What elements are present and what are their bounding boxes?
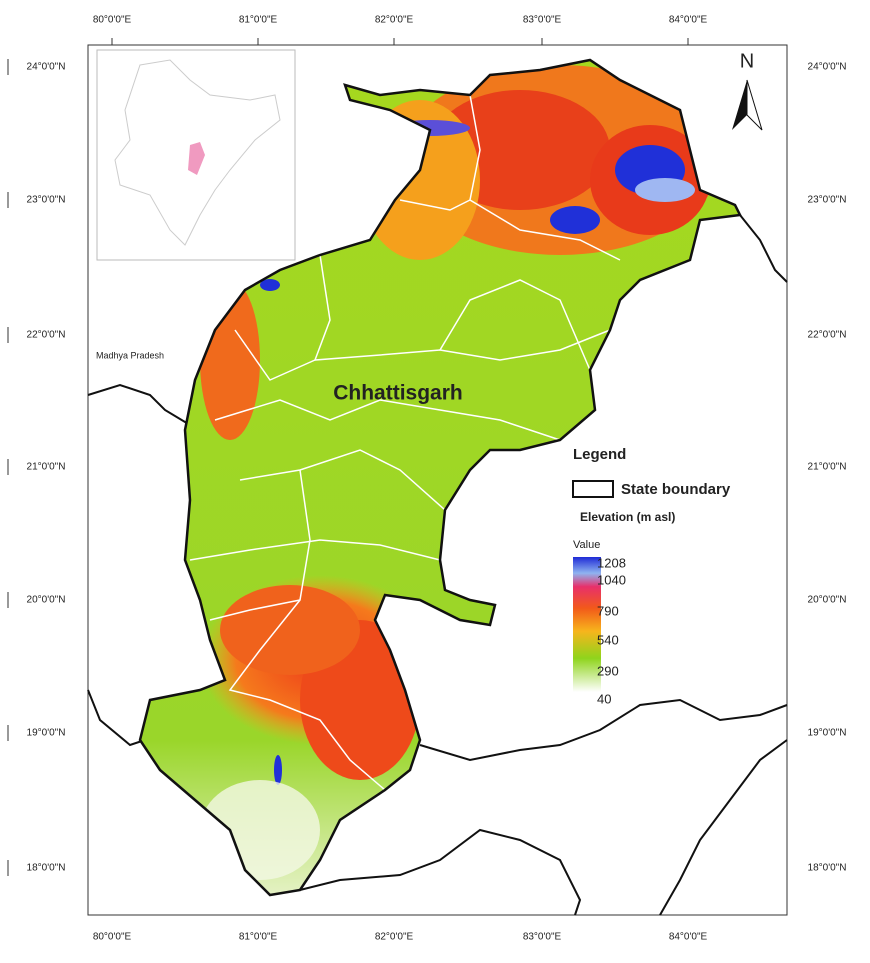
north-label: N: [740, 50, 754, 72]
legend-ramp: [573, 557, 601, 692]
latitude-label: 22°0'0"N: [27, 330, 66, 341]
longitude-label: 84°0'0"E: [669, 932, 708, 943]
latitude-label: 21°0'0"N: [27, 462, 66, 473]
latitude-label: 20°0'0"N: [808, 595, 847, 606]
latitude-label: 23°0'0"N: [808, 195, 847, 206]
latitude-label: 19°0'0"N: [808, 728, 847, 739]
longitude-label: 83°0'0"E: [523, 15, 562, 26]
latitude-label: 19°0'0"N: [27, 728, 66, 739]
neighbor-boundaries: [87, 214, 788, 916]
legend-boundary-label: State boundary: [621, 481, 731, 498]
district-boundaries: [189, 94, 621, 791]
legend-elevation-title: Elevation (m asl): [580, 510, 675, 524]
longitude-label: 81°0'0"E: [239, 15, 278, 26]
longitude-label: 83°0'0"E: [523, 932, 562, 943]
latitude-label: 18°0'0"N: [27, 863, 66, 874]
legend-boundary-swatch: [572, 480, 614, 498]
latitude-label: 21°0'0"N: [808, 462, 847, 473]
latitude-label: 23°0'0"N: [27, 195, 66, 206]
latitude-label: 20°0'0"N: [27, 595, 66, 606]
longitude-label: 80°0'0"E: [93, 15, 132, 26]
longitude-label: 82°0'0"E: [375, 15, 414, 26]
longitude-label: 82°0'0"E: [375, 932, 414, 943]
inset-map: [96, 49, 296, 261]
longitude-label: 84°0'0"E: [669, 15, 708, 26]
legend-title: Legend: [573, 446, 626, 463]
state-name: Chhattisgarh: [333, 382, 463, 405]
latitude-label: 24°0'0"N: [27, 62, 66, 73]
legend-value: 290: [597, 663, 619, 678]
north-arrow: [732, 79, 763, 131]
latitude-label: 18°0'0"N: [808, 863, 847, 874]
legend-value: 1208: [597, 555, 626, 570]
neighbor-label: Madhya Pradesh: [96, 350, 164, 360]
legend-value-title: Value: [573, 539, 600, 551]
longitude-label: 81°0'0"E: [239, 932, 278, 943]
latitude-label: 22°0'0"N: [808, 330, 847, 341]
longitude-label: 80°0'0"E: [93, 932, 132, 943]
legend-value: 1040: [597, 572, 626, 587]
legend-value: 40: [597, 691, 611, 706]
legend-value: 540: [597, 632, 619, 647]
legend-value: 790: [597, 603, 619, 618]
latitude-label: 24°0'0"N: [808, 62, 847, 73]
